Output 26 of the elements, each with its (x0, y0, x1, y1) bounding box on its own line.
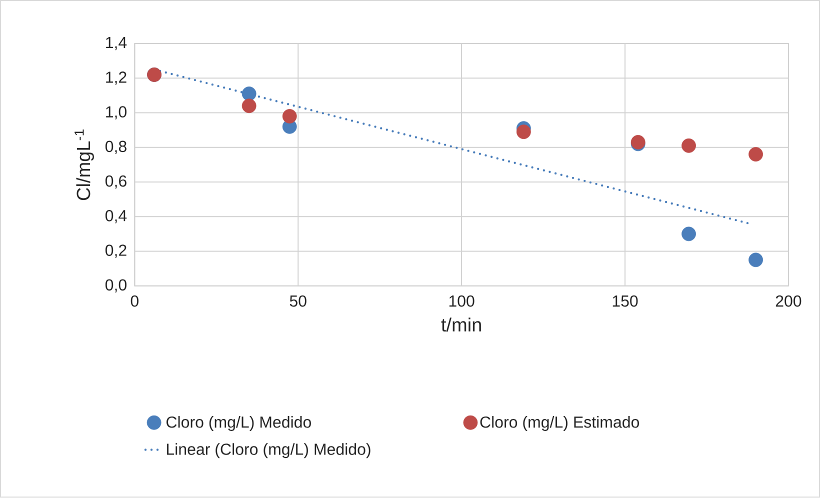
y-tick-label: 0,0 (105, 279, 126, 293)
legend-label: Cloro (mg/L) Estimado (480, 416, 640, 432)
y-tick-label: 0,8 (105, 140, 126, 154)
x-tick-label: 0 (130, 296, 138, 307)
x-tick-label: 200 (776, 296, 802, 307)
y-tick-label: 1,0 (106, 106, 126, 120)
y-tick-label: 0,2 (105, 244, 126, 258)
point (282, 109, 297, 124)
y-tick-label: 1,2 (106, 72, 126, 85)
x-tick-label: 100 (449, 296, 474, 307)
legend-label: Cloro (mg/L) Medido (166, 416, 311, 432)
x-axis-title: t/min (441, 318, 481, 332)
point (682, 226, 696, 242)
y-tick-label: 0,4 (105, 210, 127, 224)
y-tick-label: 1,4 (106, 37, 127, 50)
point (748, 147, 763, 162)
point (516, 124, 531, 140)
y-tick-label: 0,6 (105, 176, 126, 189)
point (242, 98, 256, 114)
point (748, 252, 763, 268)
x-tick-label: 150 (612, 296, 638, 307)
x-tick-label: 50 (290, 296, 306, 307)
point (682, 138, 696, 154)
point (242, 86, 256, 102)
legend-label: Linear (Cloro (mg/L) Medido) (167, 443, 370, 458)
y-axis-title: Cl/mgL$^{-1}$ (74, 130, 94, 200)
